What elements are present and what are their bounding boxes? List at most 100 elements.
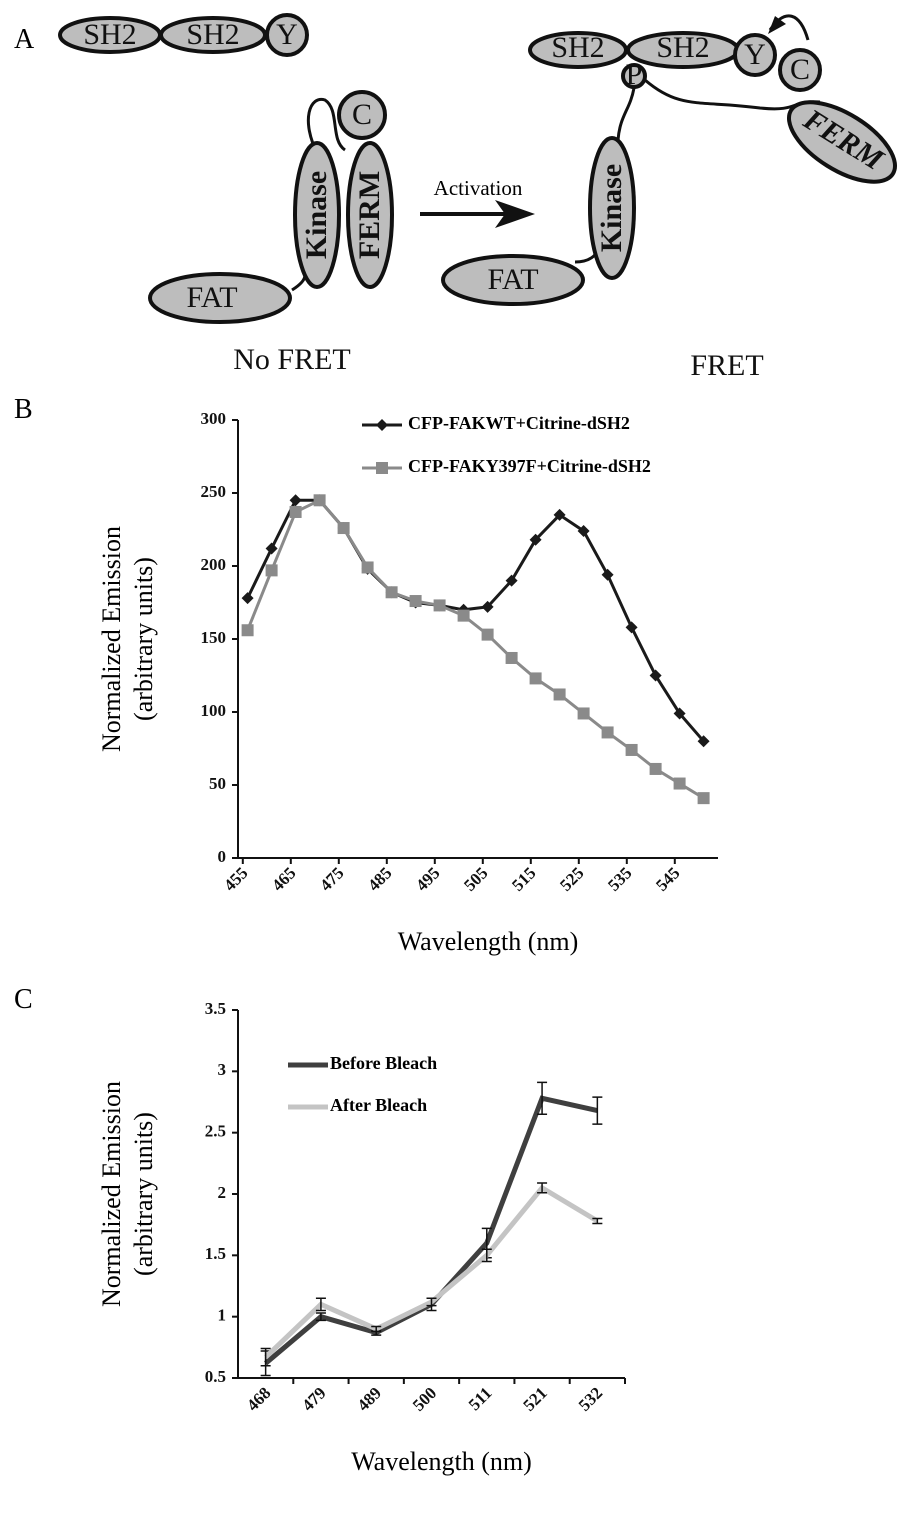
activation-arrow: Activation bbox=[420, 176, 535, 228]
error-bar bbox=[260, 1347, 271, 1367]
y-tick-label: 1.5 bbox=[205, 1244, 226, 1263]
marker bbox=[697, 735, 710, 748]
x-tick-label: 485 bbox=[364, 863, 395, 894]
x-axis-label: Wavelength (nm) bbox=[351, 1447, 532, 1476]
y-tick-label: 1 bbox=[218, 1306, 227, 1325]
domain-label: Kinase bbox=[595, 164, 628, 252]
marker bbox=[409, 595, 422, 608]
marker bbox=[529, 533, 542, 546]
series-line bbox=[263, 1184, 599, 1359]
y-axis-label: (arbitrary units) bbox=[129, 1112, 158, 1276]
legend-marker bbox=[376, 419, 388, 431]
domain-label: SH2 bbox=[656, 31, 709, 64]
error-bar bbox=[315, 1312, 326, 1322]
y-tick-label: 3 bbox=[218, 1060, 227, 1079]
panel-label: B bbox=[14, 394, 33, 425]
error-bar bbox=[315, 1297, 326, 1312]
domain-label: SH2 bbox=[186, 18, 239, 51]
caption: No FRET bbox=[233, 343, 351, 376]
legend-marker bbox=[376, 462, 388, 474]
y-axis-label: Normalized Emission bbox=[97, 526, 126, 752]
y-tick-label: 50 bbox=[209, 774, 226, 793]
x-tick-label: 500 bbox=[409, 1383, 440, 1414]
marker bbox=[289, 494, 302, 507]
marker bbox=[481, 628, 494, 641]
x-tick-label: 511 bbox=[465, 1383, 496, 1414]
domain-label: SH2 bbox=[551, 31, 604, 64]
domain-label: Y bbox=[276, 18, 298, 51]
panel-label: A bbox=[14, 24, 35, 55]
y-tick-label: 2.5 bbox=[205, 1122, 226, 1141]
legend-label: After Bleach bbox=[330, 1095, 427, 1115]
y-tick-label: 3.5 bbox=[205, 999, 226, 1018]
y-tick-label: 300 bbox=[201, 409, 227, 428]
x-tick-label: 505 bbox=[460, 863, 491, 894]
x-tick-label: 465 bbox=[268, 863, 299, 894]
domain-label: P bbox=[626, 58, 643, 91]
inactive-fak: SH2 SH2 Y C Kinase FERM FAT No FRET bbox=[58, 13, 394, 376]
marker bbox=[241, 592, 254, 605]
domain-label: SH2 bbox=[83, 18, 136, 51]
marker bbox=[673, 777, 686, 790]
domain-label: FERM bbox=[353, 171, 386, 259]
marker bbox=[505, 651, 518, 664]
domain-label: Kinase bbox=[300, 171, 333, 259]
y-tick-label: 0 bbox=[218, 847, 227, 866]
error-bar bbox=[592, 1096, 603, 1125]
error-bar bbox=[592, 1217, 603, 1225]
marker bbox=[361, 561, 374, 574]
marker bbox=[649, 669, 662, 682]
x-tick-label: 535 bbox=[604, 863, 635, 894]
marker bbox=[313, 494, 326, 507]
legend-label: CFP-FAKY397F+Citrine-dSH2 bbox=[408, 456, 651, 476]
y-tick-label: 100 bbox=[201, 701, 227, 720]
x-tick-label: 525 bbox=[556, 863, 587, 894]
x-tick-label: 532 bbox=[575, 1383, 606, 1414]
chart: 0.5 1 1.5 2 2.5 3 3.5 468 479 489 500 511 521 532 Wave… bbox=[97, 999, 626, 1476]
marker bbox=[625, 743, 638, 756]
error-bar bbox=[481, 1248, 492, 1263]
marker bbox=[553, 688, 566, 701]
y-tick-label: 150 bbox=[201, 628, 227, 647]
x-tick-label: 475 bbox=[316, 863, 347, 894]
marker bbox=[289, 505, 302, 518]
domain-label: C bbox=[790, 53, 810, 86]
arrow-label: Activation bbox=[434, 176, 523, 200]
marker bbox=[505, 574, 518, 587]
domain-label: FAT bbox=[487, 263, 538, 296]
marker bbox=[265, 564, 278, 577]
x-tick-label: 521 bbox=[519, 1383, 550, 1414]
x-tick-label: 545 bbox=[652, 863, 683, 894]
domain-label: C bbox=[352, 98, 372, 131]
caption: FRET bbox=[690, 349, 763, 382]
series-line bbox=[246, 498, 705, 743]
marker bbox=[457, 609, 470, 622]
marker bbox=[481, 600, 494, 613]
marker bbox=[601, 568, 614, 581]
y-tick-label: 0.5 bbox=[205, 1367, 226, 1386]
x-tick-label: 489 bbox=[354, 1383, 385, 1414]
panel-label: C bbox=[14, 984, 33, 1015]
error-bar bbox=[371, 1325, 382, 1333]
y-axis-label: (arbitrary units) bbox=[129, 557, 158, 721]
domain-label: Y bbox=[744, 38, 766, 71]
x-tick-label: 479 bbox=[298, 1383, 329, 1414]
marker bbox=[673, 707, 686, 720]
marker bbox=[577, 524, 590, 537]
x-tick-label: 468 bbox=[243, 1383, 274, 1414]
y-tick-label: 250 bbox=[201, 482, 227, 501]
error-bar bbox=[426, 1297, 437, 1307]
error-bar bbox=[537, 1081, 548, 1116]
series-line bbox=[264, 1095, 598, 1366]
legend-label: Before Bleach bbox=[330, 1053, 437, 1073]
marker bbox=[265, 542, 278, 555]
x-tick-label: 515 bbox=[508, 863, 539, 894]
error-bar bbox=[537, 1182, 548, 1194]
chart: 0 50 100 150 200 250 300 455 465 475 485 495 505 515 5… bbox=[97, 409, 718, 956]
x-tick-label: 455 bbox=[220, 863, 251, 894]
marker bbox=[697, 792, 710, 805]
marker bbox=[337, 522, 350, 535]
marker bbox=[577, 707, 590, 720]
marker bbox=[649, 762, 662, 775]
